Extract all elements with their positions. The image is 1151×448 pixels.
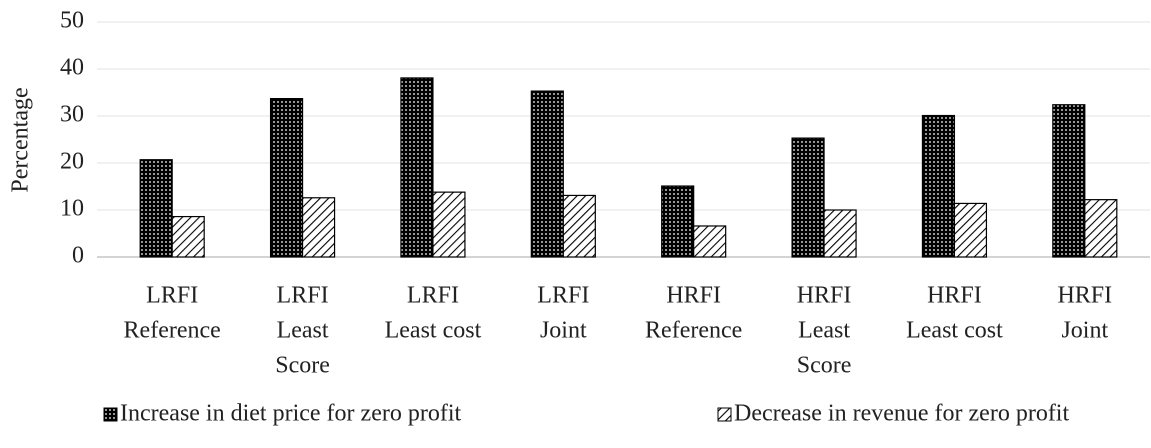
legend-swatch [717, 407, 732, 422]
bar [823, 209, 857, 258]
legend-swatch [103, 407, 118, 422]
x-tick-label: HRFI [927, 283, 982, 309]
x-tick-label: LRFI [407, 283, 459, 309]
bar [301, 197, 336, 258]
x-tick-label: Score [797, 353, 852, 379]
y-tick-label: 30 [60, 102, 84, 128]
bar [530, 90, 564, 258]
y-tick-label: 20 [60, 149, 84, 175]
bar [562, 194, 596, 258]
x-tick-label: LRFI [146, 283, 198, 309]
y-axis-label: Percentage [8, 87, 34, 192]
bar [791, 137, 825, 258]
x-tick-label: LRFI [537, 283, 589, 309]
x-tick-label: Reference [645, 318, 742, 344]
bar [400, 77, 434, 258]
bar [139, 159, 173, 258]
y-tick-label: 0 [72, 243, 84, 269]
x-tick-label: HRFI [797, 283, 852, 309]
x-tick-label: HRFI [666, 283, 721, 309]
x-tick-label: LRFI [277, 283, 329, 309]
x-tick-label: Least cost [385, 318, 482, 344]
y-tick-label: 40 [60, 55, 84, 81]
bar [269, 98, 304, 258]
x-tick-label: Score [275, 353, 330, 379]
y-tick-label: 10 [60, 196, 84, 222]
bar [661, 185, 695, 258]
legend-label: Increase in diet price for zero profit [120, 401, 461, 427]
y-tick-label: 50 [60, 8, 84, 34]
bar [1084, 199, 1118, 258]
x-tick-label: Least [277, 318, 329, 344]
legend-label: Decrease in revenue for zero profit [734, 401, 1069, 427]
bar [693, 225, 727, 258]
bar [1052, 104, 1086, 258]
bar [953, 202, 988, 258]
x-tick-label: Joint [1061, 318, 1108, 344]
bar [921, 114, 956, 258]
x-tick-label: Reference [124, 318, 221, 344]
x-tick-label: HRFI [1057, 283, 1112, 309]
x-tick-label: Least [798, 318, 850, 344]
bar [432, 191, 466, 258]
x-tick-label: Joint [540, 318, 587, 344]
x-tick-label: Least cost [906, 318, 1003, 344]
bar [171, 215, 205, 258]
